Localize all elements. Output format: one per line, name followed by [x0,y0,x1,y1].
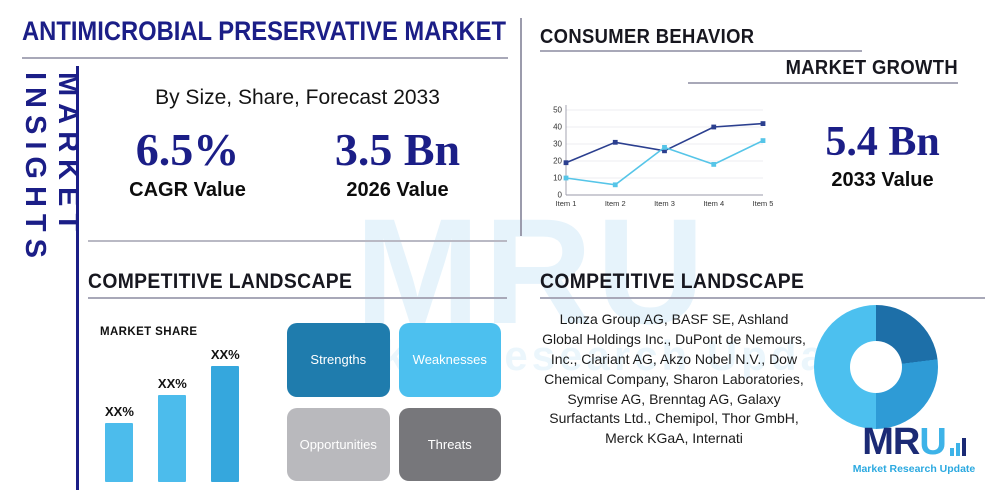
swot-grid: Strengths Weaknesses Opportunities Threa… [287,323,501,481]
mru-logo: MR U Market Research Update [838,421,990,476]
stat-cagr: 6.5% CAGR Value [95,124,280,202]
svg-text:0: 0 [558,191,563,200]
swot-cell-label: Strengths [310,352,367,368]
market-growth-heading: MARKET GROWTH [785,57,958,79]
base-value: 3.5 Bn [334,124,461,175]
market-share-bar-rect [158,395,187,482]
forecast-label: 2033 Value [831,169,934,192]
consumer-line-chart: 0 10 20 30 40 50 Item 1 Item 2 Item 3 Item 4 Item … [553,105,773,208]
svg-text:Item 2: Item 2 [605,199,626,208]
swot-cell: Strengths [287,323,390,397]
svg-text:50: 50 [553,106,562,115]
svg-text:Item 1: Item 1 [556,199,577,208]
market-growth-underline [688,82,958,84]
market-share-bar-rect [211,366,240,482]
page-subtitle: By Size, Share, Forecast 2033 [155,86,440,109]
cagr-value: 6.5% [135,124,240,175]
mru-logo-tagline: Market Research Update [852,463,976,476]
stat-2033-value: 5.4 Bn 2033 Value [790,120,975,192]
stat-2026-value: 3.5 Bn 2026 Value [305,124,490,202]
market-share-bar-label: XX% [157,376,187,391]
base-label: 2026 Value [346,179,449,202]
swot-cell: Weaknesses [398,323,501,397]
svg-text:30: 30 [553,140,562,149]
market-share-bar: XX% [158,376,187,482]
sidebar-vertical-label: MARKET INSIGHTS [19,72,84,265]
consumer-behavior-heading: CONSUMER BEHAVIOR [540,26,755,48]
donut-hole [850,341,902,393]
svg-text:Item 3: Item 3 [654,199,675,208]
competitive-landscape-left-heading: COMPETITIVE LANDSCAPE [88,270,353,293]
competitive-landscape-left-underline [88,297,507,299]
competitive-landscape-right-heading: COMPETITIVE LANDSCAPE [540,270,805,293]
donut-chart [814,305,938,429]
swot-cell-label: Threats [427,436,472,452]
logo-bars-icon [949,438,966,457]
companies-text: Lonza Group AG, BASF SE, Ashland Global … [542,311,806,447]
page-title: ANTIMICROBIAL PRESERVATIVE MARKET [22,16,507,46]
logo-mr-text: MR [862,421,920,463]
swot-cell: Threats [398,407,501,481]
watermark-tagline-text: Market Research Update [295,332,874,379]
market-share-bar-rect [105,423,134,482]
title-underline [22,57,508,59]
competitive-landscape-right-underline [540,297,985,299]
svg-text:Item 5: Item 5 [753,199,773,208]
svg-text:40: 40 [553,123,562,132]
cagr-label: CAGR Value [129,179,246,202]
svg-text:10: 10 [553,174,562,183]
market-share-chart: XX% XX% XX% [105,340,270,482]
market-share-bar-label: XX% [210,347,240,362]
forecast-value: 5.4 Bn [825,119,940,165]
consumer-behavior-underline [540,50,862,52]
swot-cell-label: Opportunities [299,436,377,452]
swot-cell-label: Weaknesses [412,352,487,368]
mru-logo-letters: MR U [838,421,990,463]
sidebar-vertical-rule [76,66,79,490]
svg-text:Item 4: Item 4 [703,199,724,208]
market-share-bar: XX% [105,404,134,482]
svg-text:20: 20 [553,157,562,166]
logo-u-text: U [919,421,946,463]
market-share-label: MARKET SHARE [100,326,198,338]
market-share-bar: XX% [211,347,240,482]
left-horizontal-divider [88,240,507,242]
center-vertical-divider [520,18,522,236]
swot-cell: Opportunities [287,407,390,481]
market-share-bar-label: XX% [105,404,134,419]
